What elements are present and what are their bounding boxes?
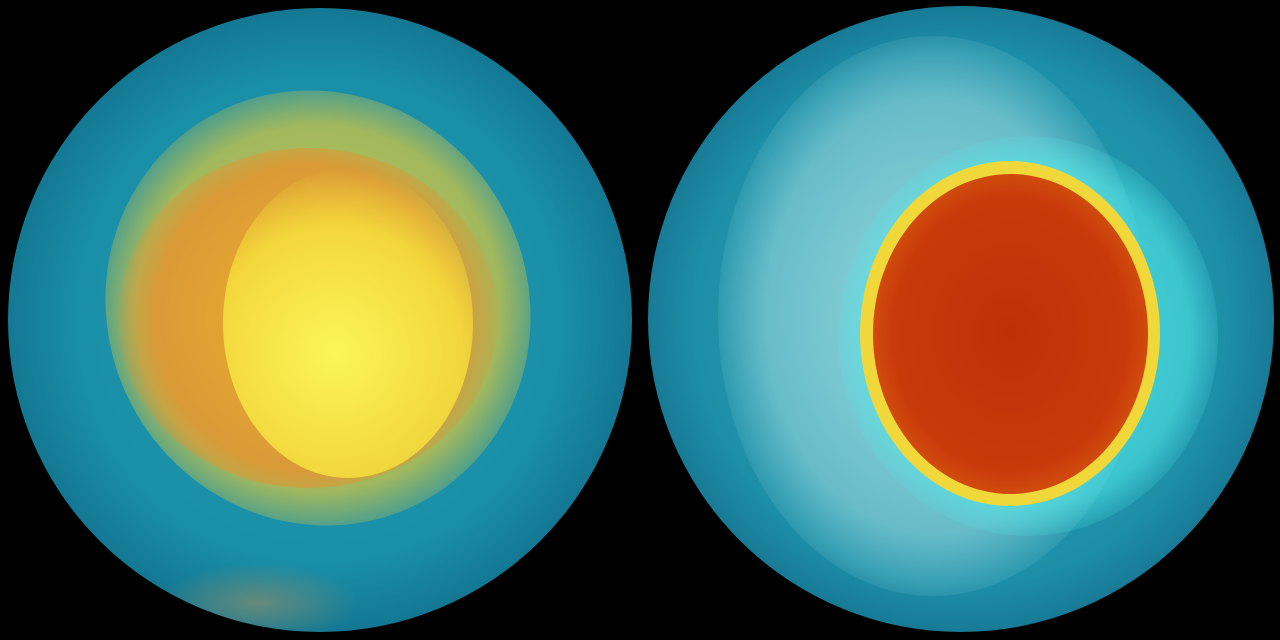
left-globe-ozone-map bbox=[8, 8, 632, 632]
right-globe-ozone-map bbox=[648, 6, 1274, 632]
globe-limb-shade bbox=[8, 8, 632, 632]
globe-limb-shade bbox=[648, 6, 1274, 632]
